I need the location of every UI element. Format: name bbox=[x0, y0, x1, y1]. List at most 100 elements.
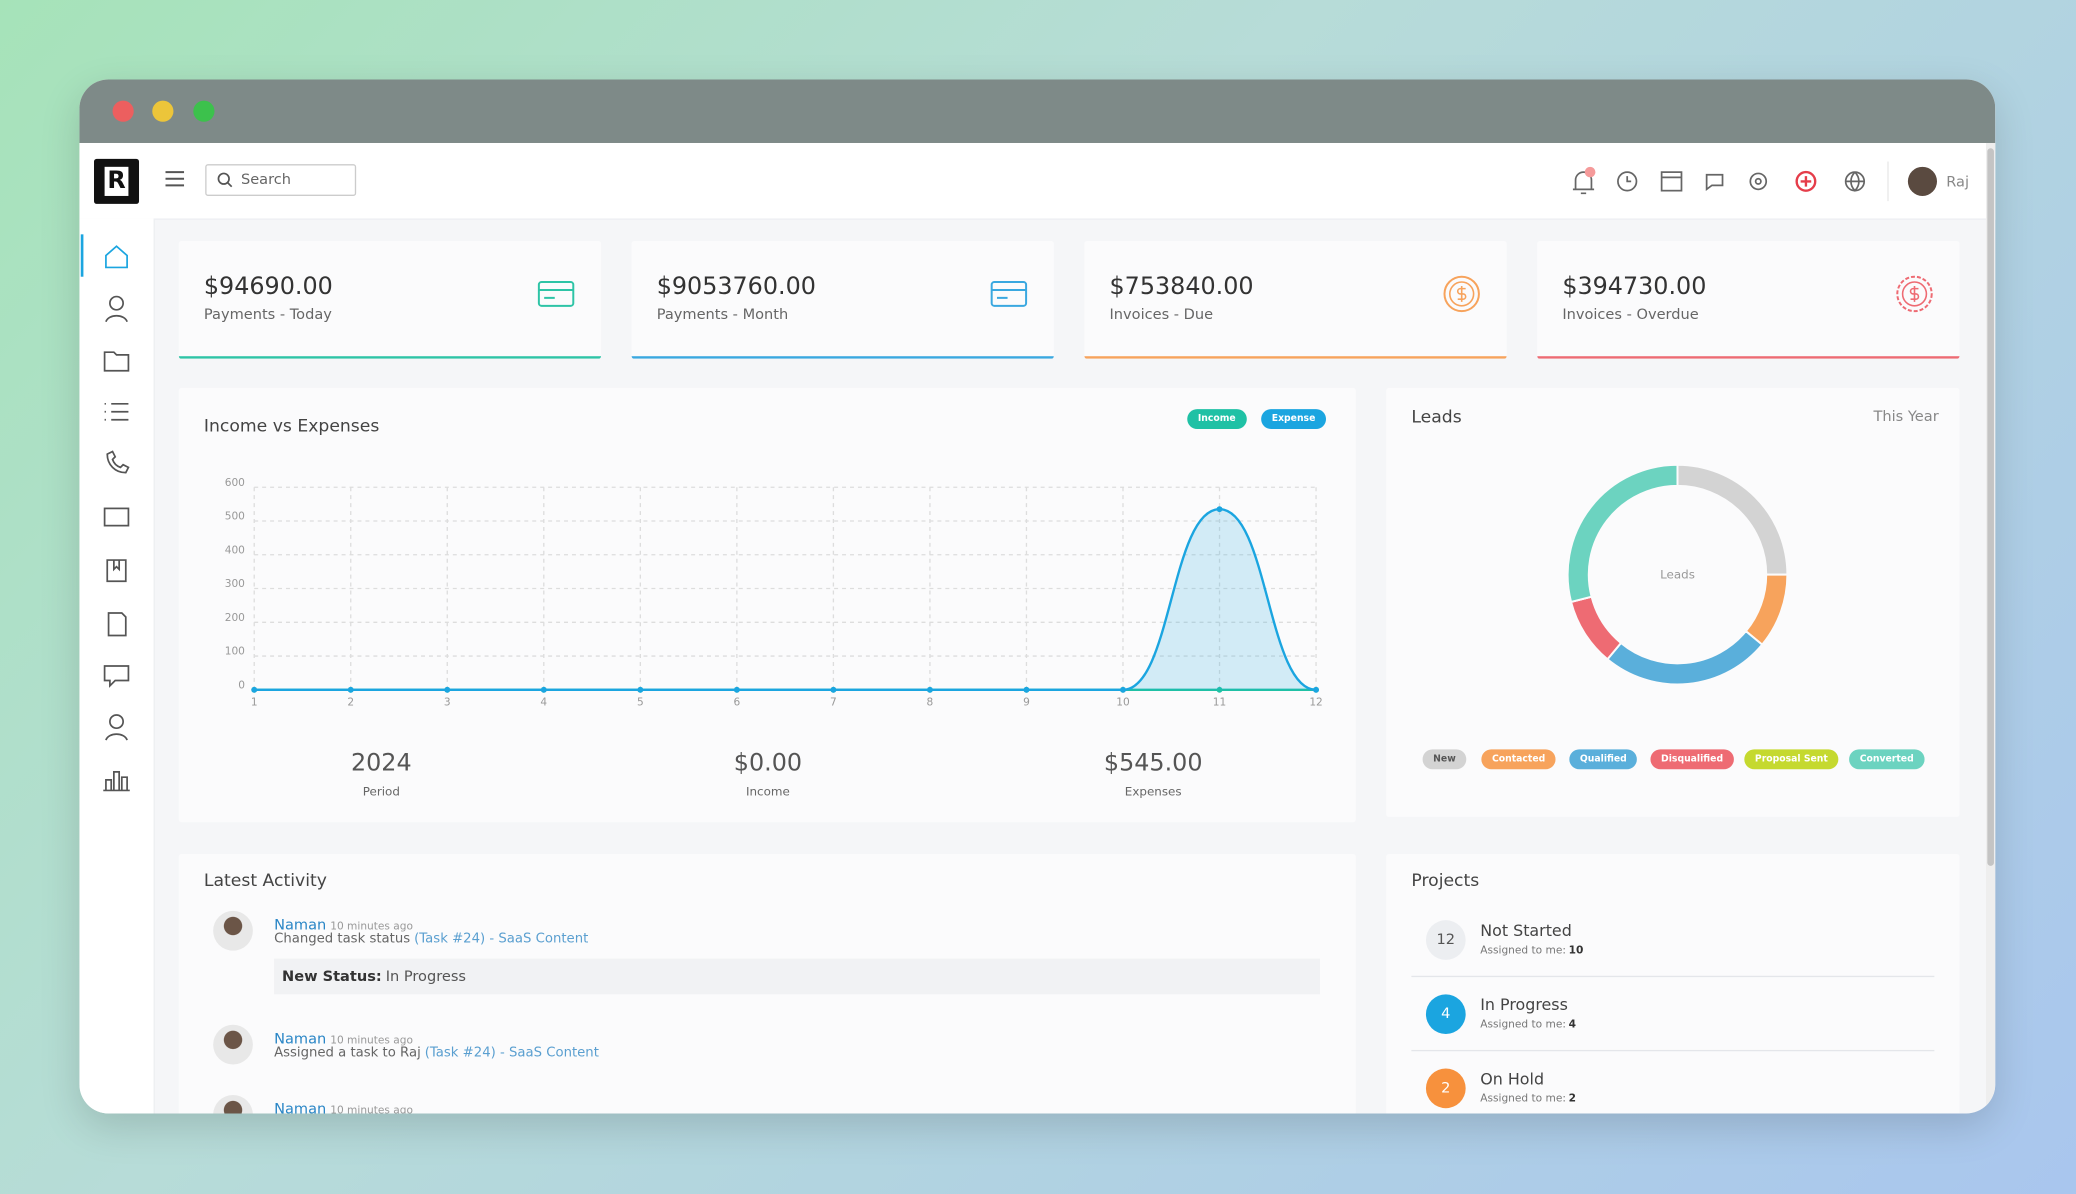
donut: Leads bbox=[1566, 463, 1789, 686]
summary-value: $0.00 bbox=[733, 749, 803, 778]
point bbox=[733, 686, 740, 693]
point bbox=[1023, 686, 1030, 693]
y-tick-label: 400 bbox=[225, 544, 245, 556]
x-tick-label: 4 bbox=[540, 697, 547, 709]
x-tick-label: 10 bbox=[1116, 697, 1130, 709]
book-icon[interactable] bbox=[106, 559, 127, 583]
project-name: Not Started bbox=[1480, 921, 1572, 941]
activity-user: Naman bbox=[274, 1030, 327, 1048]
stat-card: $394730.00 Invoices - Overdue bbox=[1537, 240, 1960, 359]
activity-time: 10 minutes ago bbox=[330, 1034, 414, 1046]
top-nav: R Search Raj bbox=[79, 142, 1996, 220]
legend-pill: Proposal Sent bbox=[1744, 749, 1839, 770]
summary-label: Income bbox=[745, 786, 790, 800]
donut-segment bbox=[1606, 629, 1764, 686]
assigned-count: 2 bbox=[1568, 1092, 1576, 1105]
y-tick-label: 200 bbox=[225, 612, 245, 624]
activity-card: Latest Activity Naman 10 minutes ago Change… bbox=[178, 853, 1356, 1114]
leads-title: Leads bbox=[1411, 407, 1462, 428]
point bbox=[1216, 506, 1223, 513]
point bbox=[251, 686, 258, 693]
x-tick-label: 6 bbox=[733, 697, 740, 709]
summary-value: 2024 bbox=[350, 749, 412, 778]
coin-inner bbox=[1901, 281, 1928, 307]
menu-icon[interactable] bbox=[164, 169, 185, 188]
activity-link[interactable]: (Task #24) - SaaS Content bbox=[414, 932, 589, 947]
calls-icon[interactable] bbox=[106, 450, 130, 474]
sidebar bbox=[79, 218, 155, 1114]
assigned-count: 4 bbox=[1568, 1018, 1576, 1031]
point bbox=[927, 686, 933, 693]
logo[interactable]: R bbox=[94, 158, 140, 204]
home-icon[interactable] bbox=[105, 245, 128, 269]
maximize-button[interactable] bbox=[193, 100, 215, 122]
notification-badge bbox=[1584, 166, 1596, 178]
sidebar-icons bbox=[103, 245, 130, 792]
project-assigned: Assigned to me: 4 bbox=[1480, 1018, 1576, 1030]
activity-user: Naman bbox=[274, 1100, 327, 1114]
x-tick-label: 3 bbox=[444, 697, 451, 709]
divider bbox=[1411, 1049, 1935, 1052]
user-name[interactable]: Raj bbox=[1946, 174, 1969, 191]
scroll-thumb[interactable] bbox=[1987, 148, 1994, 866]
scrollbar[interactable] bbox=[1986, 142, 1996, 1114]
activity-desc: Changed task status bbox=[274, 932, 411, 947]
x-tick-label: 8 bbox=[927, 697, 934, 709]
x-tick-label: 1 bbox=[251, 697, 258, 709]
settings-icon[interactable] bbox=[1749, 172, 1768, 191]
coin-outer bbox=[1896, 275, 1933, 313]
reports-icon[interactable] bbox=[103, 771, 130, 792]
notifications-icon[interactable] bbox=[1572, 171, 1595, 195]
x-tick-label: 2 bbox=[347, 697, 354, 709]
calendar-icon[interactable] bbox=[1660, 171, 1683, 192]
minimize-button[interactable] bbox=[152, 100, 174, 122]
x-tick-label: 12 bbox=[1309, 697, 1322, 709]
wallet-icon[interactable] bbox=[103, 507, 130, 527]
assigned-label: Assigned to me: bbox=[1480, 1018, 1566, 1031]
project-assigned: Assigned to me: 2 bbox=[1480, 1092, 1576, 1104]
active-indicator bbox=[80, 234, 84, 277]
donut-segment bbox=[1676, 463, 1789, 576]
search-box[interactable]: Search bbox=[205, 164, 357, 196]
chart-title: Income vs Expenses bbox=[203, 417, 380, 437]
close-button[interactable] bbox=[112, 100, 134, 122]
legend-pill: Qualified bbox=[1569, 749, 1638, 770]
chat-icon[interactable] bbox=[1705, 173, 1724, 192]
activity-head: Naman 10 minutes ago bbox=[274, 910, 413, 935]
count-badge: 2 bbox=[1425, 1068, 1466, 1109]
tasks-icon[interactable] bbox=[104, 402, 129, 421]
user-avatar[interactable] bbox=[1907, 166, 1938, 196]
x-tick-label: 5 bbox=[637, 697, 644, 709]
support-icon[interactable] bbox=[103, 665, 130, 688]
users-icon[interactable] bbox=[109, 714, 124, 730]
status-box: New Status: In Progress bbox=[274, 958, 1321, 995]
donut-segment bbox=[1744, 573, 1789, 647]
add-icon[interactable] bbox=[1795, 170, 1817, 192]
summary-label: Expenses bbox=[1124, 786, 1182, 800]
stat-value: $394730.00 bbox=[1562, 272, 1707, 301]
stat-icon bbox=[1896, 275, 1933, 313]
stat-value: $94690.00 bbox=[203, 272, 333, 301]
legend-pill: Converted bbox=[1849, 749, 1925, 770]
avatar bbox=[213, 1094, 253, 1114]
legend-pill: Expense bbox=[1261, 409, 1326, 429]
customers-icon[interactable] bbox=[109, 295, 124, 311]
income-card: Income vs Expenses Income Expense 0 100 200 30… bbox=[178, 387, 1356, 823]
projects-icon[interactable] bbox=[103, 351, 130, 372]
activity-text: Assigned a task to Raj (Task #24) - SaaS … bbox=[274, 1046, 599, 1061]
assigned-label: Assigned to me: bbox=[1480, 944, 1566, 956]
point bbox=[347, 686, 354, 693]
logo-letter: R bbox=[104, 166, 129, 196]
donut-center: Leads bbox=[1660, 568, 1695, 582]
point bbox=[637, 686, 644, 693]
y-tick-label: 300 bbox=[225, 578, 245, 590]
activity-time: 10 minutes ago bbox=[330, 1104, 414, 1114]
activity-link[interactable]: (Task #24) - SaaS Content bbox=[424, 1045, 599, 1061]
timer-icon[interactable] bbox=[1617, 171, 1638, 192]
y-tick-label: 0 bbox=[238, 679, 245, 691]
activity-title: Latest Activity bbox=[203, 871, 327, 892]
leads-card: Leads This Year Leads New Contacted Qualified… bbox=[1386, 387, 1960, 817]
documents-icon[interactable] bbox=[107, 612, 127, 637]
point bbox=[444, 686, 451, 693]
